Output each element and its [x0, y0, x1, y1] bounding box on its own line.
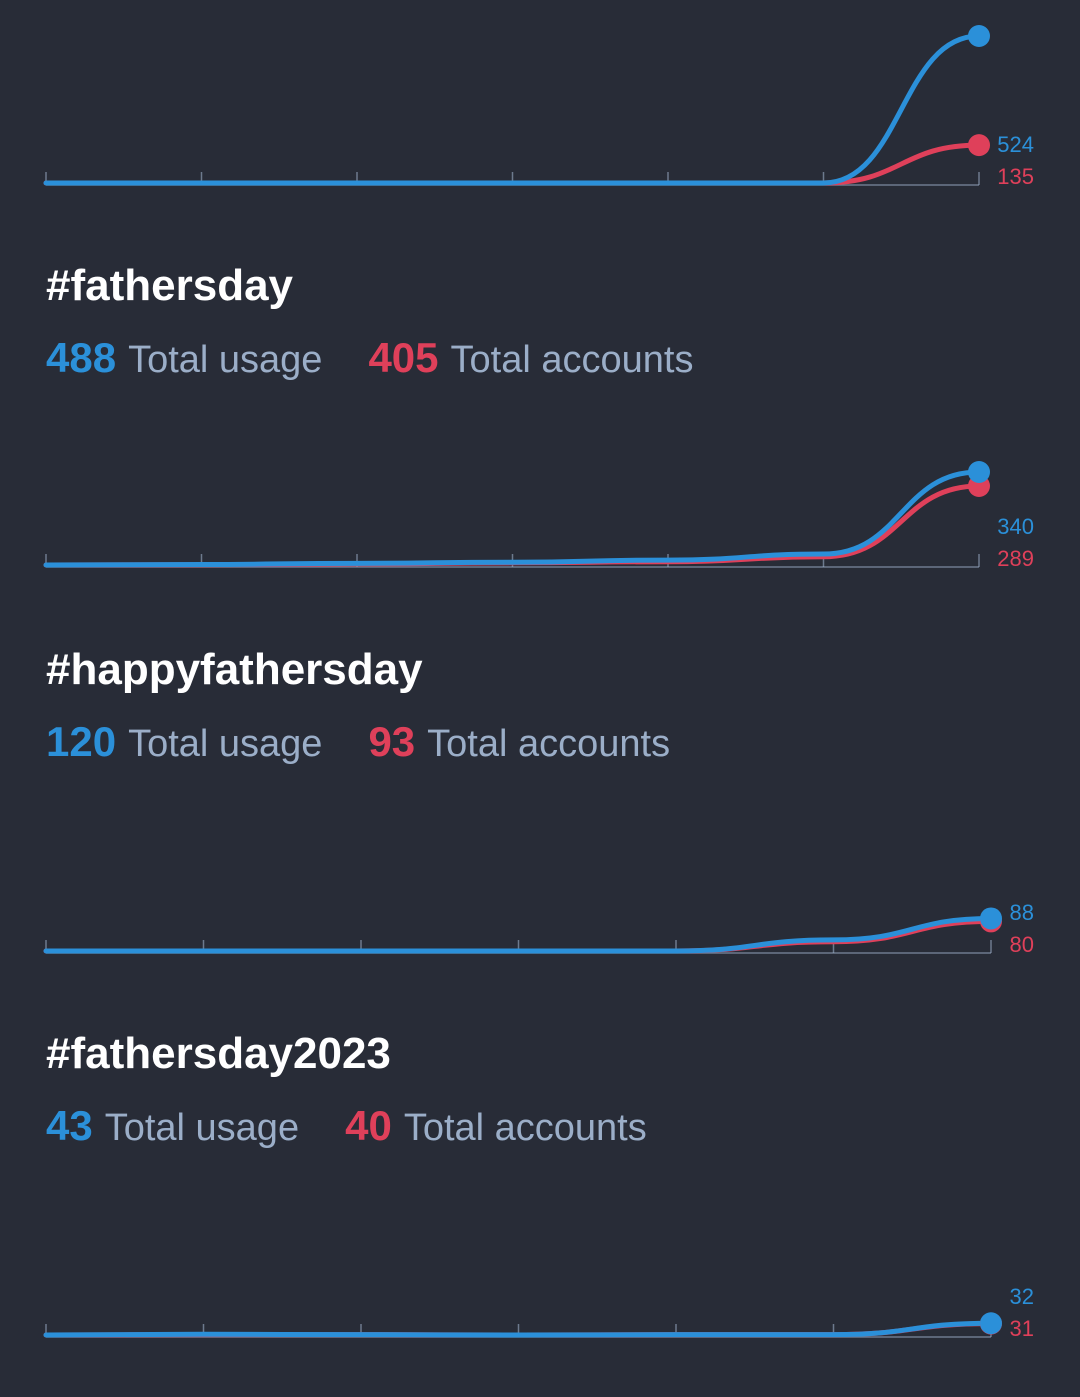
- accounts-end-label: 80: [1010, 932, 1034, 957]
- accounts-count: 93: [368, 718, 416, 765]
- usage-series-line: [43, 915, 994, 954]
- accounts-stat: 405 Total accounts: [368, 334, 693, 382]
- accounts-label: Total accounts: [450, 339, 694, 381]
- usage-end-point[interactable]: [980, 1312, 1002, 1335]
- usage-stat: 120 Total usage: [46, 718, 322, 766]
- hashtag-title[interactable]: #happyfathersday: [46, 645, 423, 694]
- usage-count: 43: [46, 1102, 93, 1149]
- usage-stat: 488 Total usage: [46, 334, 322, 382]
- accounts-stat: 40 Total accounts: [345, 1102, 647, 1150]
- hashtag-title[interactable]: #fathersday2023: [46, 1029, 391, 1078]
- usage-stat: 43 Total usage: [46, 1102, 299, 1150]
- usage-label: Total usage: [104, 1107, 300, 1149]
- usage-series-line: [43, 1320, 994, 1338]
- hashtag-fathersday[interactable]: #fathersday 488 Total usage 405 Total ac…: [46, 260, 739, 382]
- trend-chart-fathersday: 340 289: [0, 450, 1080, 580]
- usage-series-line: [43, 469, 982, 568]
- hashtag-stats: 120 Total usage 93 Total accounts: [46, 718, 716, 766]
- hashtag-happyfathersday[interactable]: #happyfathersday 120 Total usage 93 Tota…: [46, 644, 716, 766]
- accounts-stat: 93 Total accounts: [368, 718, 670, 766]
- usage-end-label: 88: [1010, 900, 1034, 925]
- trend-chart-fathersday2023: 32 31: [0, 1265, 1080, 1355]
- accounts-end-label: 31: [1010, 1316, 1034, 1341]
- accounts-label: Total accounts: [427, 723, 671, 765]
- usage-count: 488: [46, 334, 117, 381]
- accounts-end-label: 135: [997, 164, 1034, 189]
- usage-end-label: 32: [1010, 1284, 1034, 1309]
- accounts-count: 40: [345, 1102, 392, 1149]
- trend-chart-happyfathersday: 88 80: [0, 880, 1080, 970]
- usage-end-label: 524: [997, 132, 1034, 157]
- accounts-label: Total accounts: [403, 1107, 647, 1149]
- hashtag-fathersday2023[interactable]: #fathersday2023 43 Total usage 40 Total …: [46, 1028, 693, 1150]
- usage-label: Total usage: [128, 723, 323, 765]
- accounts-count: 405: [368, 334, 439, 381]
- usage-count: 120: [46, 718, 117, 765]
- accounts-end-label: 289: [997, 546, 1034, 571]
- usage-end-point[interactable]: [968, 25, 990, 47]
- usage-series-line: [43, 33, 982, 186]
- usage-end-label: 340: [997, 514, 1034, 539]
- hashtag-stats: 43 Total usage 40 Total accounts: [46, 1102, 693, 1150]
- hashtag-stats: 488 Total usage 405 Total accounts: [46, 334, 739, 382]
- usage-end-point[interactable]: [968, 461, 990, 483]
- usage-label: Total usage: [128, 339, 323, 381]
- trend-chart-top: 524 135: [0, 20, 1080, 200]
- hashtag-title[interactable]: #fathersday: [46, 261, 294, 310]
- accounts-end-point[interactable]: [968, 134, 990, 157]
- usage-end-point[interactable]: [980, 907, 1002, 930]
